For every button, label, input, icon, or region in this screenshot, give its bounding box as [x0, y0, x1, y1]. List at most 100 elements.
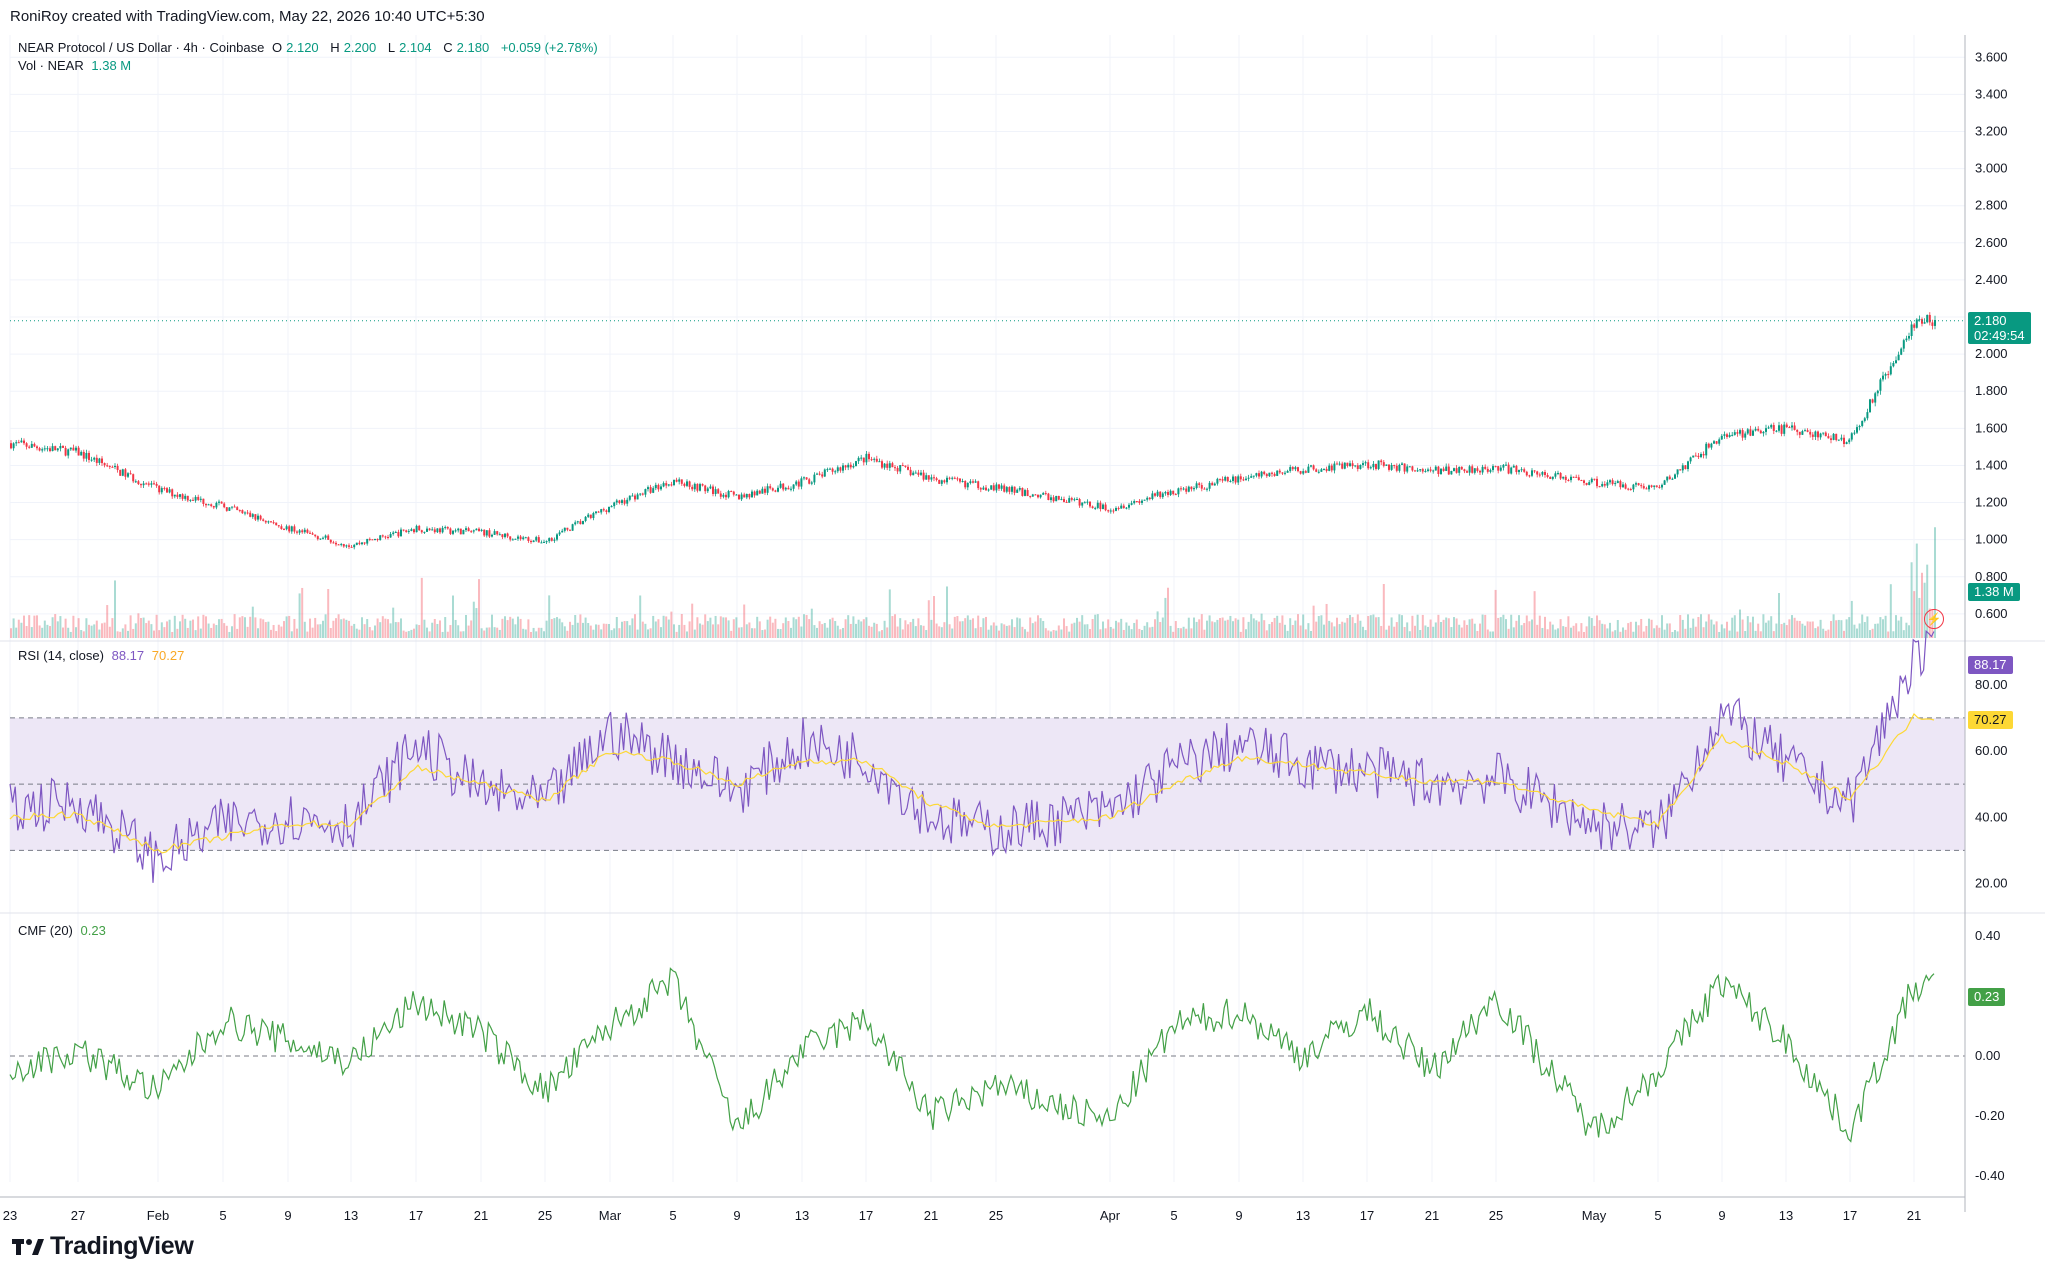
candle-body	[233, 506, 236, 508]
candle-body	[1770, 425, 1773, 428]
candle-body	[384, 536, 387, 538]
cmf-tick-label: 0.00	[1975, 1048, 2000, 1063]
volume-bar	[119, 631, 122, 638]
candle-body	[818, 473, 821, 475]
candle-body	[1281, 472, 1284, 474]
candle-body	[379, 535, 382, 541]
candle-body	[1882, 375, 1884, 380]
candle-body	[457, 528, 460, 531]
volume-bar	[186, 627, 189, 638]
candle-body	[595, 511, 597, 514]
volume-bar	[1804, 625, 1806, 638]
candle-body	[1554, 473, 1557, 477]
candle-body	[787, 487, 790, 490]
tradingview-logo[interactable]: TradingView	[12, 1232, 194, 1261]
candle-body	[1720, 435, 1723, 440]
lightning-icon[interactable]: ⚡	[1924, 609, 1944, 629]
volume-bar	[1148, 627, 1151, 638]
volume-bar	[550, 619, 553, 638]
volume-bar	[1785, 625, 1788, 638]
time-tick-label: 5	[669, 1208, 676, 1223]
candle-body	[1453, 468, 1455, 471]
volume-bar	[582, 622, 584, 638]
rsi-ma-line	[9, 713, 1935, 854]
volume-bar	[1328, 620, 1331, 638]
candle-body	[675, 479, 678, 482]
volume-bar	[719, 616, 722, 638]
volume-bar	[431, 622, 434, 638]
volume-bar	[1557, 628, 1559, 638]
candle-body	[974, 481, 977, 483]
volume-bar	[426, 627, 428, 638]
candle-body	[1125, 507, 1128, 509]
candle-body	[1910, 324, 1913, 337]
volume-bar	[1117, 622, 1120, 638]
candle-body	[348, 545, 350, 547]
candle-body	[275, 522, 278, 526]
candle-body	[1679, 469, 1682, 471]
volume-bar	[498, 629, 501, 638]
candle-body	[522, 537, 525, 540]
candle-body	[1169, 490, 1172, 495]
candle-body	[613, 502, 616, 507]
candle-body	[530, 540, 532, 543]
volume-bar	[1780, 624, 1783, 638]
candle-body	[519, 536, 522, 540]
volume-label[interactable]: Vol · NEAR	[18, 58, 84, 73]
volume-bar	[254, 617, 257, 638]
volume-bar	[969, 619, 972, 638]
volume-bar	[878, 631, 881, 638]
volume-bar	[504, 616, 506, 638]
candle-body	[350, 546, 353, 548]
candle-body	[1905, 338, 1908, 341]
rsi-band-fill	[10, 717, 1965, 851]
volume-bar	[1234, 618, 1237, 638]
time-tick-label: 21	[924, 1208, 938, 1223]
candle-body	[472, 530, 475, 532]
volume-bar	[1567, 616, 1570, 638]
volume-bar	[301, 587, 304, 638]
volume-bar	[1892, 631, 1895, 638]
candle-body	[998, 484, 1000, 489]
time-tick-label: 5	[1654, 1208, 1661, 1223]
candle-body	[298, 530, 301, 533]
volume-bar	[706, 621, 709, 638]
candle-body	[1050, 497, 1052, 501]
candle-body	[1902, 340, 1905, 349]
volume-bar	[1068, 631, 1071, 638]
candle-body	[1307, 466, 1310, 473]
candle-body	[584, 516, 587, 521]
volume-bar	[207, 623, 210, 638]
volume-bar	[665, 616, 668, 638]
volume-bar	[12, 618, 15, 638]
rsi-label[interactable]: RSI (14, close)	[18, 648, 104, 663]
candle-body	[192, 499, 194, 501]
candle-body	[368, 538, 371, 540]
candle-body	[1739, 430, 1741, 434]
close-label: C	[443, 40, 453, 55]
volume-bar	[1174, 621, 1177, 638]
volume-bar	[1172, 631, 1175, 638]
volume-bar	[1882, 619, 1884, 638]
candle-body	[1177, 488, 1180, 495]
symbol-label[interactable]: NEAR Protocol / US Dollar · 4h · Coinbas…	[18, 40, 265, 55]
volume-bar	[1679, 615, 1682, 638]
volume-bar	[381, 616, 384, 638]
candle-body	[1507, 464, 1510, 474]
candle-body	[670, 484, 673, 486]
candle-body	[1809, 431, 1812, 435]
candle-body	[930, 477, 933, 480]
volume-bar	[1011, 619, 1013, 638]
candle-body	[415, 525, 418, 533]
volume-bar	[1926, 564, 1929, 638]
volume-bar	[358, 629, 361, 638]
volume-bar	[901, 629, 904, 638]
volume-bar	[1440, 622, 1442, 638]
volume-bar	[1580, 623, 1583, 638]
volume-bar	[1432, 626, 1435, 638]
volume-bar	[1302, 614, 1305, 638]
volume-bar	[28, 615, 31, 638]
cmf-label[interactable]: CMF (20)	[18, 923, 73, 938]
candle-body	[1013, 486, 1016, 493]
